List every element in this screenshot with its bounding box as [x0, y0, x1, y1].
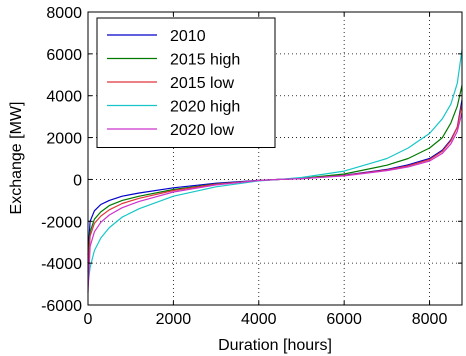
legend-label: 2010 [170, 28, 206, 45]
legend: 2010 2015 high 2015 low 2020 high 2020 low [96, 17, 276, 148]
legend-label: 2020 low [170, 122, 234, 139]
legend-label: 2020 high [170, 99, 240, 116]
legend-box [96, 17, 276, 148]
y-tick-label: 0 [73, 172, 82, 189]
x-tick-label: 6000 [326, 311, 362, 328]
axis-ticks: 0 2000 4000 6000 8000 -6000 -4000 -2000 0 2000 400… [41, 5, 462, 328]
plot-frame [87, 11, 463, 306]
y-tick-label: -2000 [41, 214, 82, 231]
series-group [87, 49, 463, 293]
y-tick-label: 8000 [46, 5, 82, 22]
y-tick-label: 4000 [46, 89, 82, 106]
x-tick-label: 8000 [412, 311, 448, 328]
series-line-5 [87, 112, 463, 293]
x-axis-label: Duration [hours] [218, 337, 332, 354]
y-tick-label: -6000 [41, 298, 82, 315]
x-tick-label: 4000 [241, 311, 277, 328]
y-tick-label: -4000 [41, 256, 82, 273]
legend-label: 2015 high [170, 52, 240, 69]
x-tick-label: 2000 [156, 311, 192, 328]
x-tick-label: 0 [84, 311, 93, 328]
y-tick-label: 2000 [46, 131, 82, 148]
y-axis-label: Exchange [MW] [8, 102, 25, 215]
legend-label: 2015 low [170, 75, 234, 92]
y-tick-label: 6000 [46, 47, 82, 64]
